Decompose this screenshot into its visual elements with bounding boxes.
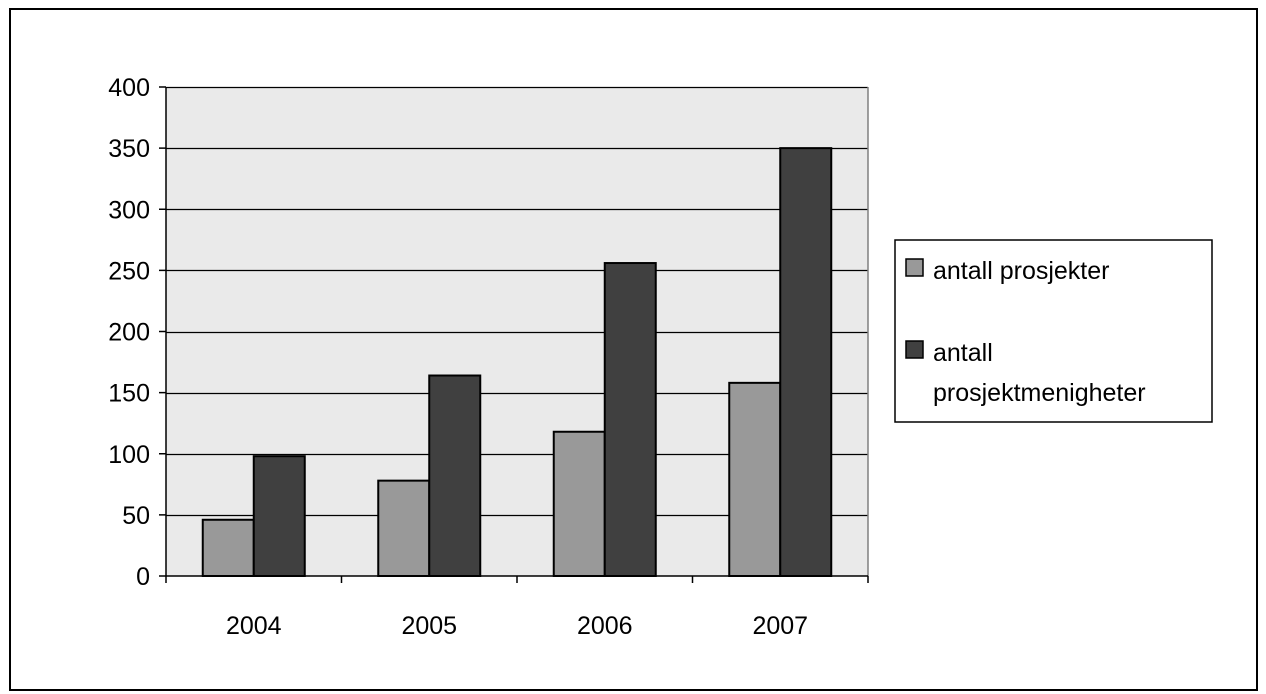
y-tick-label-0: 0 [136,563,150,591]
x-tick-label-2004: 2004 [226,612,282,640]
legend-label-1-1: prosjektmenigheter [933,379,1146,407]
x-tick-label-2005: 2005 [401,612,457,640]
bar-prosjekter-2007 [728,381,782,577]
legend-label-1-0: antall [933,339,993,367]
bar-prosjekter-2005 [377,479,431,577]
y-tick-label-150: 150 [108,380,150,408]
y-tick-label-200: 200 [108,319,150,347]
legend-swatch-1 [905,340,924,359]
legend-box [894,239,1213,423]
x-tick-label-2007: 2007 [752,612,808,640]
bar-prosjektmenigheter-2006 [603,262,657,577]
plot-area: 0 50 100 150 200 250 300 350 400 2004 2005 2006 2007 [108,74,869,640]
bar-prosjekter-2006 [552,430,606,577]
legend: antall prosjekter antall prosjektmenighete… [894,239,1213,423]
x-tick-label-2006: 2006 [577,612,633,640]
bar-prosjekter-2004 [201,518,255,578]
bar-prosjektmenigheter-2005 [428,374,482,578]
y-tick-label-300: 300 [108,196,150,224]
legend-label-0-0: antall prosjekter [933,257,1109,285]
bar-prosjektmenigheter-2007 [779,147,833,577]
bar-prosjektmenigheter-2004 [252,455,306,578]
y-tick-label-400: 400 [108,74,150,102]
y-tick-label-100: 100 [108,441,150,469]
legend-swatch-0 [905,258,924,277]
y-tick-label-350: 350 [108,135,150,163]
y-tick-label-50: 50 [122,502,150,530]
y-tick-label-250: 250 [108,257,150,285]
